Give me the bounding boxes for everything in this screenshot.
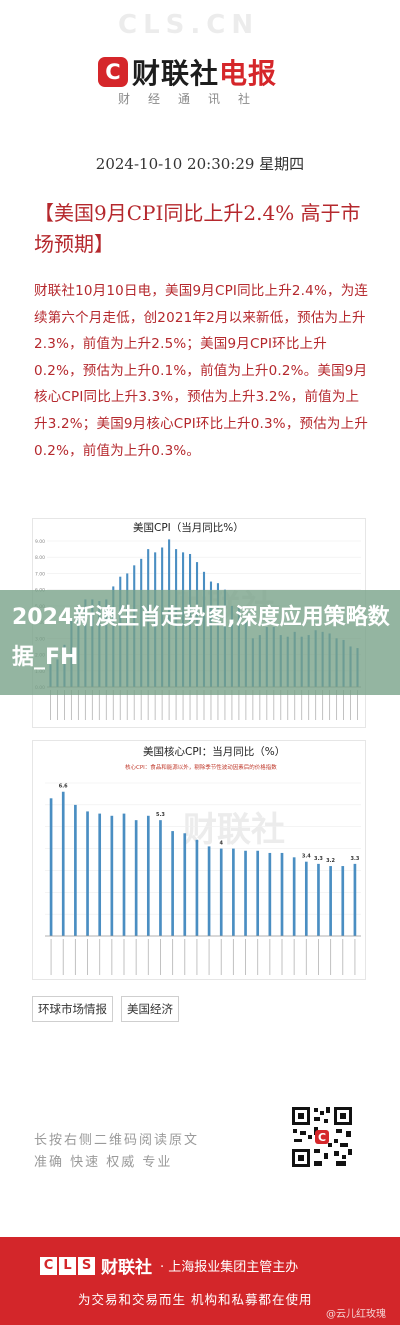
core-cpi-yoy-chart: 美国核心CPI：当月同比（%） 核心CPI：食品和能源以外，剔除季节性波动因素后的… xyxy=(45,745,361,975)
cls-letter-l: L xyxy=(59,1256,76,1275)
data-label: 3.3 xyxy=(350,856,359,862)
chart-watermark: 财联社 xyxy=(183,810,285,850)
data-label: 3.4 xyxy=(302,854,311,860)
chart-bar xyxy=(134,820,138,936)
core-cpi-chart-card: 美国核心CPI：当月同比（%） 核心CPI：食品和能源以外，剔除季节性波动因素后的… xyxy=(32,740,366,980)
footer-brand: 财联社 xyxy=(101,1258,152,1278)
qr-caption-line2: 准确 快速 权威 专业 xyxy=(34,1155,173,1170)
header: CLS.CN C 财联社电报 财经通讯社 xyxy=(0,0,400,130)
y-tick-label: 9.00 xyxy=(35,539,45,545)
cls-letter-s: S xyxy=(78,1256,95,1275)
news-body: 财联社10月10日电，美国9月CPI同比上升2.4%，为连续第六个月走低，创20… xyxy=(34,283,369,459)
chart-bar xyxy=(353,863,357,936)
chart-bar xyxy=(304,861,308,936)
data-label: 3.3 xyxy=(314,856,323,862)
chart-title: 美国核心CPI：当月同比（%） xyxy=(143,745,285,758)
data-label: 6.6 xyxy=(59,784,68,790)
chart-title: 美国CPI（当月同比%） xyxy=(133,521,244,534)
chart-bar xyxy=(219,848,223,936)
qr-caption-line1: 长按右侧二维码阅读原文 xyxy=(34,1133,200,1148)
brand-name-red: 电报 xyxy=(219,57,278,90)
logo-icon: C xyxy=(98,57,128,87)
author-watermark: @云儿红玫瑰 xyxy=(326,1309,386,1320)
y-tick-label: 7.00 xyxy=(35,571,45,577)
chart-bar xyxy=(110,815,114,936)
footer-brand-row: C L S 财联社 · 上海报业集团主管主办 xyxy=(40,1253,298,1278)
data-label: 5.3 xyxy=(156,812,165,818)
chart-subtitle: 核心CPI：食品和能源以外，剔除季节性波动因素后的价格指数 xyxy=(125,763,277,771)
chart-bar xyxy=(341,866,345,936)
qr-code-icon[interactable]: C xyxy=(290,1105,354,1169)
brand-logo: C 财联社电报 xyxy=(98,52,277,92)
chart-bar xyxy=(317,863,320,936)
chart-bar xyxy=(268,852,272,936)
chart-bar xyxy=(122,813,126,936)
chart-bar xyxy=(207,846,211,936)
chart-bar xyxy=(195,839,199,936)
footer-slogan: 为交易和交易而生 机构和私募都在使用 xyxy=(78,1292,313,1307)
chart-bar xyxy=(280,852,284,936)
chart-bar xyxy=(171,831,174,936)
overlay-title: 2024新澳生肖走势图,深度应用策略数据_FH xyxy=(12,605,390,670)
footer-publisher: · 上海报业集团主管主办 xyxy=(160,1260,299,1275)
brand-name: 财联社电报 xyxy=(132,52,277,92)
cls-letter-c: C xyxy=(40,1256,57,1275)
chart-bar xyxy=(329,866,332,936)
footer: C L S 财联社 · 上海报业集团主管主办 为交易和交易而生 机构和私募都在使… xyxy=(0,1237,400,1325)
tag-us-economy[interactable]: 美国经济 xyxy=(121,996,179,1022)
chart-bar xyxy=(74,804,77,936)
cls-logo: C L S xyxy=(40,1256,95,1275)
chart-bar xyxy=(49,798,53,936)
tag-global-markets[interactable]: 环球市场情报 xyxy=(32,996,113,1022)
chart-bar xyxy=(232,848,235,936)
brand-name-black: 财联社 xyxy=(132,57,220,90)
tag-list: 环球市场情报 美国经济 xyxy=(32,996,179,1022)
chart-bar xyxy=(256,850,260,936)
qr-caption: 长按右侧二维码阅读原文 准确 快速 权威 专业 xyxy=(34,1130,199,1174)
header-background-text: CLS.CN xyxy=(118,10,260,40)
news-headline: 【美国9月CPI同比上升2.4% 高于市场预期】 xyxy=(34,201,361,256)
publish-date: 2024-10-10 20:30:29 星期四 xyxy=(95,155,305,173)
chart-bar xyxy=(86,811,89,936)
chart-bar xyxy=(61,791,65,936)
svg-text:C: C xyxy=(318,1131,326,1144)
chart-bar xyxy=(244,850,247,936)
chart-bar xyxy=(146,815,150,936)
chart-bar xyxy=(98,813,102,936)
brand-tagline: 财经通讯社 xyxy=(118,92,269,106)
data-label: 4 xyxy=(219,841,223,847)
chart-bar xyxy=(292,857,296,936)
y-tick-label: 8.00 xyxy=(35,555,45,561)
overlay-banner: 2024新澳生肖走势图,深度应用策略数据_FH xyxy=(0,590,400,695)
chart-bar xyxy=(183,833,187,936)
chart-bar xyxy=(159,820,162,936)
data-label: 3.2 xyxy=(326,858,335,864)
